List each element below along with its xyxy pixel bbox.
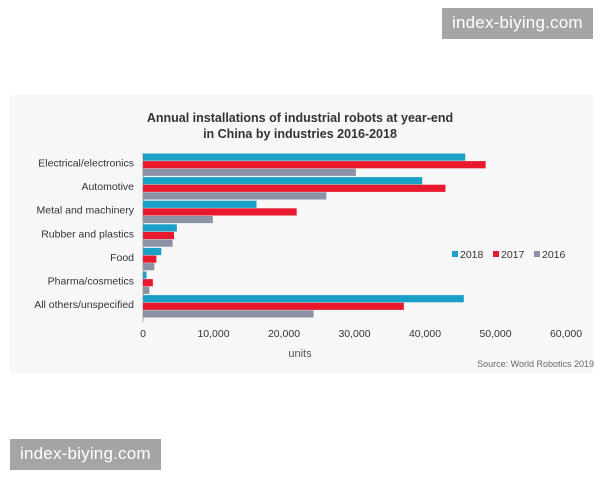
watermark-top: index-biying.com [442, 8, 593, 39]
bar-2017-all-others-unspecified [143, 302, 404, 310]
x-axis-label: units [288, 348, 312, 360]
category-label: Electrical/electronics [38, 158, 134, 170]
bar-2017-metal-and-machinery [143, 208, 297, 216]
x-tick-label: 50,000 [479, 328, 511, 340]
bar-2017-pharma-cosmetics [143, 279, 153, 287]
x-tick-label: 30,000 [338, 328, 370, 340]
x-tick-labels: 0 10,000 20,000 30,000 40,000 50,000 60,000 [140, 328, 582, 340]
bar-2016-electrical-electronics [143, 168, 356, 176]
category-label: Pharma/cosmetics [48, 276, 134, 288]
legend-swatch-2017 [493, 251, 499, 257]
x-tick-label: 10,000 [197, 328, 229, 340]
category-labels: Electrical/electronics Automotive Metal an… [34, 158, 135, 312]
bar-2018-electrical-electronics [143, 153, 466, 161]
bar-2018-food [143, 247, 162, 256]
watermark-bottom: index-biying.com [10, 439, 161, 470]
legend-label-2016: 2016 [542, 249, 566, 261]
legend-label-2018: 2018 [460, 249, 484, 261]
bar-2017-food [143, 255, 157, 263]
legend-swatch-2016 [534, 251, 540, 257]
category-label: Automotive [81, 181, 134, 193]
bar-2018-automotive [143, 177, 423, 185]
legend-label-2017: 2017 [501, 249, 525, 261]
bar-2017-automotive [143, 184, 446, 192]
bar-2016-rubber-and-plastics [143, 239, 173, 247]
bar-2018-all-others-unspecified [143, 295, 464, 303]
chart-title: Annual installations of industrial robot… [147, 111, 453, 125]
legend-swatch-2018 [452, 251, 458, 257]
bar-2016-metal-and-machinery [143, 215, 213, 224]
x-tick-label: 20,000 [268, 328, 300, 340]
x-tick-label: 0 [140, 328, 146, 340]
bar-2017-electrical-electronics [143, 161, 486, 169]
chart-subtitle: in China by industries 2016-2018 [203, 127, 397, 141]
bar-2018-pharma-cosmetics [143, 271, 147, 279]
legend: 2018 2017 2016 [452, 249, 566, 261]
bar-2016-automotive [143, 192, 327, 200]
bar-2016-pharma-cosmetics [143, 286, 150, 294]
bar-2016-food [143, 263, 155, 271]
bar-2016-all-others-unspecified [143, 310, 314, 318]
category-label: Rubber and plastics [41, 228, 134, 240]
category-label: Metal and machinery [37, 205, 135, 217]
category-label: Food [110, 252, 134, 264]
bar-2017-rubber-and-plastics [143, 231, 175, 240]
chart-background [10, 95, 593, 373]
bar-2018-rubber-and-plastics [143, 224, 177, 232]
bar-2018-metal-and-machinery [143, 200, 257, 208]
category-label: All others/unspecified [34, 299, 134, 311]
x-tick-label: 40,000 [409, 328, 441, 340]
x-tick-label: 60,000 [550, 328, 582, 340]
bars [143, 153, 486, 318]
source-note: Source: World Robotics 2019 [477, 359, 594, 369]
